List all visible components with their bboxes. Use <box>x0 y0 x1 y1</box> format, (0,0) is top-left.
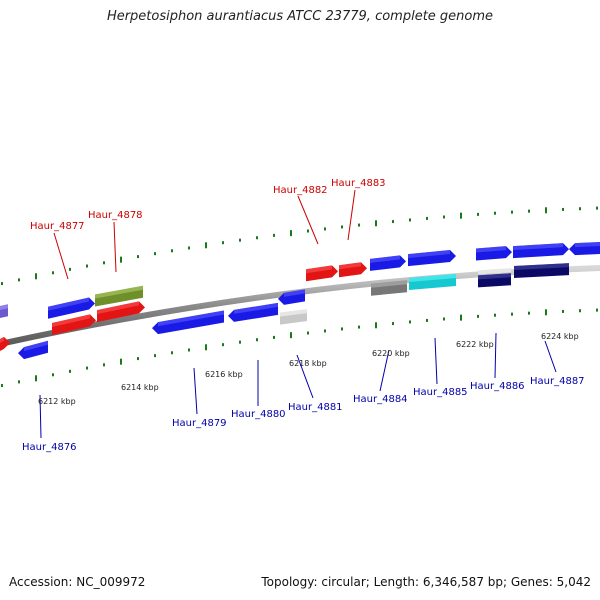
gene-left-purple-highlight <box>0 304 8 310</box>
gene-haur-4881-fwd[interactable] <box>278 289 305 305</box>
gene-haur-4881-fwd-highlight <box>284 289 305 297</box>
gene-haur-4887-fwd-highlight <box>513 243 563 251</box>
gene-haur-4876-highlight <box>24 340 48 352</box>
outer-tick-track <box>1 206 598 286</box>
gene-left-red-highlight <box>0 336 4 343</box>
gene-haur-4879[interactable] <box>152 310 224 335</box>
gene-haur-4880[interactable] <box>228 302 278 322</box>
gene-label-haur-4877[interactable]: Haur_4877 <box>30 221 85 232</box>
scale-label-6212: 6212 kbp <box>38 397 76 406</box>
gene-haur-4877[interactable] <box>52 314 96 335</box>
scale-label-6216: 6216 kbp <box>205 370 243 379</box>
gene-haur-4883[interactable] <box>339 262 367 278</box>
gene-label-haur-4876[interactable]: Haur_4876 <box>22 442 77 453</box>
label-leader-lines <box>39 189 557 439</box>
gene-haur-4883-highlight <box>339 262 361 270</box>
gene-right-fwd[interactable] <box>569 242 600 256</box>
gene-haur-4885-fwd[interactable] <box>408 250 456 267</box>
scale-label-6220: 6220 kbp <box>372 349 410 358</box>
gene-left-red[interactable] <box>0 336 10 351</box>
leader-haur-4881 <box>296 354 314 399</box>
gene-haur-4884-fwd-highlight <box>370 255 400 263</box>
gene-label-haur-4881[interactable]: Haur_4881 <box>288 402 343 413</box>
scale-label-6222: 6222 kbp <box>456 340 494 349</box>
gene-left-purple[interactable] <box>0 304 8 318</box>
gene-haur-4880-highlight <box>234 302 278 314</box>
map-title: Herpetosiphon aurantiacus ATCC 23779, co… <box>106 9 494 24</box>
gene-haur-4886-highlight <box>478 268 511 275</box>
gene-left-fwd-1[interactable] <box>48 297 95 319</box>
gene-label-haur-4878[interactable]: Haur_4878 <box>88 210 143 221</box>
topology-summary: Topology: circular; Length: 6,346,587 bp… <box>261 575 591 589</box>
gene-haur-4886-navy-highlight <box>478 273 511 280</box>
gene-haur-4886-fwd-highlight <box>476 246 506 253</box>
gene-left-fwd-1-body <box>48 297 95 319</box>
gene-haur-4877-body <box>52 314 96 335</box>
scale-label-6214: 6214 kbp <box>121 383 159 392</box>
gene-haur-4882-highlight <box>306 265 332 274</box>
leader-haur-4886 <box>494 332 497 379</box>
leader-haur-4883 <box>347 189 356 241</box>
leader-haur-4876 <box>39 394 42 439</box>
scale-label-6218: 6218 kbp <box>289 359 327 368</box>
leader-haur-4885 <box>434 337 438 385</box>
gene-haur-4885[interactable] <box>409 274 456 291</box>
gene-label-haur-4886[interactable]: Haur_4886 <box>470 381 525 392</box>
gene-label-haur-4880[interactable]: Haur_4880 <box>231 409 286 420</box>
gene-haur-4886-navy[interactable] <box>478 273 511 288</box>
gene-haur-4887-fwd[interactable] <box>513 243 569 259</box>
accession-text: Accession: NC_009972 <box>9 575 146 589</box>
gene-haur-4884-grey[interactable] <box>371 280 407 296</box>
gene-haur-4878-box-highlight <box>95 285 143 299</box>
gene-haur-4882[interactable] <box>306 265 338 282</box>
gene-haur-4881-grey[interactable] <box>280 309 307 325</box>
leader-haur-4887 <box>544 340 557 373</box>
gene-haur-4878-box[interactable] <box>95 285 143 307</box>
gene-haur-4877-highlight <box>52 314 90 327</box>
gene-label-haur-4885[interactable]: Haur_4885 <box>413 387 468 398</box>
scale-label-6224: 6224 kbp <box>541 332 579 341</box>
gene-label-haur-4884[interactable]: Haur_4884 <box>353 394 408 405</box>
gene-label-haur-4883[interactable]: Haur_4883 <box>331 178 386 189</box>
gene-label-haur-4887[interactable]: Haur_4887 <box>530 376 585 387</box>
gene-haur-4881-grey-highlight <box>280 309 307 317</box>
gene-haur-4885-fwd-highlight <box>408 250 450 259</box>
gene-haur-4887-highlight <box>514 263 569 271</box>
gene-right-fwd-highlight <box>575 242 600 248</box>
leader-haur-4882 <box>297 195 319 245</box>
leader-haur-4879 <box>193 367 198 415</box>
leader-haur-4878 <box>113 221 117 273</box>
gene-haur-4876[interactable] <box>18 340 48 360</box>
gene-haur-4886-fwd[interactable] <box>476 246 512 261</box>
gene-haur-4885-highlight <box>409 274 456 283</box>
gene-label-haur-4882[interactable]: Haur_4882 <box>273 185 328 196</box>
gene-haur-4884-grey-highlight <box>371 280 407 288</box>
leader-haur-4884 <box>379 349 390 392</box>
gene-haur-4887[interactable] <box>514 263 569 279</box>
gene-label-haur-4879[interactable]: Haur_4879 <box>172 418 227 429</box>
gene-haur-4878[interactable] <box>97 301 145 323</box>
gene-haur-4879-highlight <box>158 310 224 327</box>
gene-haur-4884-fwd[interactable] <box>370 255 406 271</box>
leader-haur-4877 <box>53 232 69 280</box>
gene-haur-4878-highlight <box>97 301 139 315</box>
gene-features <box>0 242 600 360</box>
inner-tick-track <box>1 308 598 388</box>
gene-left-fwd-1-highlight <box>48 297 89 311</box>
